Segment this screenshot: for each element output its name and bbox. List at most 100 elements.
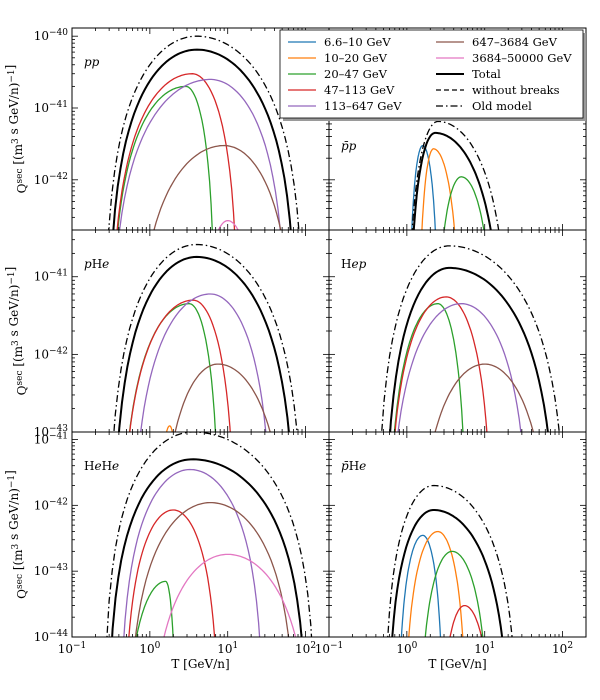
series-647-3684-gev — [174, 363, 271, 432]
series-old-model — [387, 484, 513, 637]
series-113-647-gev — [140, 293, 267, 432]
legend-label: 113–647 GeV — [324, 99, 402, 113]
series-old-model — [106, 432, 313, 637]
legend-item-old-model: Old model — [436, 99, 532, 113]
panel-pp: 10−40 10−41 10−42 pp — [34, 27, 330, 231]
series-without-breaks — [391, 509, 503, 637]
curves — [387, 484, 513, 637]
x-axis-label: T [GeV/n] — [171, 657, 229, 671]
panels: 10−40 10−41 10−42 pp p̄p 10−41 10−42 10−43 pHe He… — [34, 27, 587, 656]
legend-label: 47–113 GeV — [324, 83, 395, 97]
series-20-47-gev — [117, 85, 213, 230]
y-tick-label: 10−42 — [34, 346, 68, 361]
series-10-20-gev — [408, 530, 464, 637]
legend-label: 20–47 GeV — [324, 67, 388, 81]
series-3684-50000-gev — [163, 553, 297, 637]
ticks — [71, 229, 330, 433]
x-tick-label: 102 — [295, 641, 316, 656]
panel-title: HeHe — [84, 459, 119, 473]
legend-item-20-47-gev: 20–47 GeV — [288, 67, 388, 81]
series-old-model — [381, 245, 560, 432]
x-tick-label: 100 — [139, 641, 160, 656]
y-tick-label: 10−41 — [34, 432, 68, 447]
panel-title: p̄p — [341, 139, 357, 153]
series-old-model — [108, 35, 300, 230]
series-without-breaks — [413, 132, 492, 230]
y-tick-label: 10−41 — [34, 269, 68, 284]
panel-title: Hep — [341, 257, 367, 271]
y-tick-label: 10−42 — [34, 497, 68, 512]
series-without-breaks — [389, 267, 549, 432]
legend-item-647-3684-gev: 647–3684 GeV — [436, 35, 558, 49]
y-axis-label: Qsec [(m3 s GeV/n)−1] — [3, 470, 29, 599]
panel-title: p̄He — [341, 459, 366, 473]
y-tick-label: 10−40 — [34, 28, 69, 43]
series-647-3684-gev — [134, 501, 290, 637]
series-3684-50000-gev — [217, 219, 239, 230]
y-tick-label: 10−44 — [34, 629, 69, 644]
x-axis-labels: T [GeV/n] T [GeV/n] — [171, 657, 486, 671]
legend-item-3684-50000-gev: 3684–50000 GeV — [436, 51, 572, 65]
panel-title: pHe — [84, 257, 109, 271]
series-20-47-gev — [443, 176, 485, 230]
panel-p-he: 10−1 100 101 102 p̄He — [315, 431, 587, 656]
legend: 6.6–10 GeV 10–20 GeV 20–47 GeV 47–113 GeV 11… — [279, 29, 586, 121]
series-47-113-gev — [129, 299, 231, 432]
legend-label: Old model — [472, 99, 532, 113]
curves — [411, 120, 500, 230]
legend-item-113-647-gev: 113–647 GeV — [288, 99, 402, 113]
curves — [106, 432, 313, 637]
series-10-20-gev — [421, 148, 456, 230]
y-tick-label: 10−41 — [34, 100, 68, 115]
series-without-breaks — [111, 458, 303, 637]
legend-item-6-6-10-gev: 6.6–10 GeV — [288, 35, 391, 49]
curves — [381, 245, 560, 432]
series-total — [117, 255, 290, 432]
series-647-3684-gev — [434, 363, 534, 432]
legend-label: Total — [472, 67, 501, 81]
series-47-113-gev — [394, 296, 488, 432]
legend-label: 10–20 GeV — [324, 51, 388, 65]
legend-item-total: Total — [436, 67, 501, 81]
series-113-647-gev — [397, 303, 522, 432]
y-axis-label: Qsec [(m3 s GeV/n)−1] — [3, 267, 29, 396]
y-tick-label: 10−43 — [34, 563, 69, 578]
series-old-model — [411, 120, 500, 230]
series-113-647-gev — [123, 468, 261, 637]
legend-label: without breaks — [472, 83, 560, 97]
y-axis-labels: Qsec [(m3 s GeV/n)−1] Qsec [(m3 s GeV/n)−… — [3, 65, 29, 599]
legend-label: 647–3684 GeV — [472, 35, 558, 49]
series-47-113-gev — [116, 73, 236, 230]
panel-frame — [328, 431, 587, 638]
legend-label: 6.6–10 GeV — [324, 35, 391, 49]
panel-phe: 10−41 10−42 10−43 pHe — [34, 229, 330, 439]
curves — [113, 243, 298, 432]
curves — [108, 35, 300, 230]
y-axis-label: Qsec [(m3 s GeV/n)−1] — [3, 65, 29, 194]
legend-item-10-20-gev: 10–20 GeV — [288, 51, 388, 65]
x-tick-label: 101 — [474, 641, 495, 656]
legend-box — [279, 29, 584, 119]
panel-title: pp — [84, 55, 100, 69]
x-tick-label: 10−1 — [315, 641, 344, 656]
x-tick-label: 100 — [396, 641, 417, 656]
ticks — [328, 432, 587, 638]
legend-item-47-113-gev: 47–113 GeV — [288, 83, 395, 97]
series-47-113-gev — [449, 604, 483, 637]
series-10-20-gev — [165, 425, 173, 432]
series-without-breaks — [112, 48, 292, 230]
series-20-47-gev — [135, 580, 174, 637]
legend-item-without-breaks: without breaks — [436, 83, 560, 97]
x-axis-label: T [GeV/n] — [428, 657, 486, 671]
x-tick-label: 101 — [217, 641, 238, 656]
legend-label: 3684–50000 GeV — [472, 51, 572, 65]
series-old-model — [113, 243, 298, 432]
x-tick-label: 10−1 — [58, 641, 87, 656]
series-20-47-gev — [424, 550, 484, 637]
y-tick-label: 10−43 — [34, 424, 69, 439]
series-6-6-10-gev — [400, 534, 442, 637]
x-tick-label: 102 — [552, 641, 573, 656]
series-47-113-gev — [128, 509, 216, 637]
